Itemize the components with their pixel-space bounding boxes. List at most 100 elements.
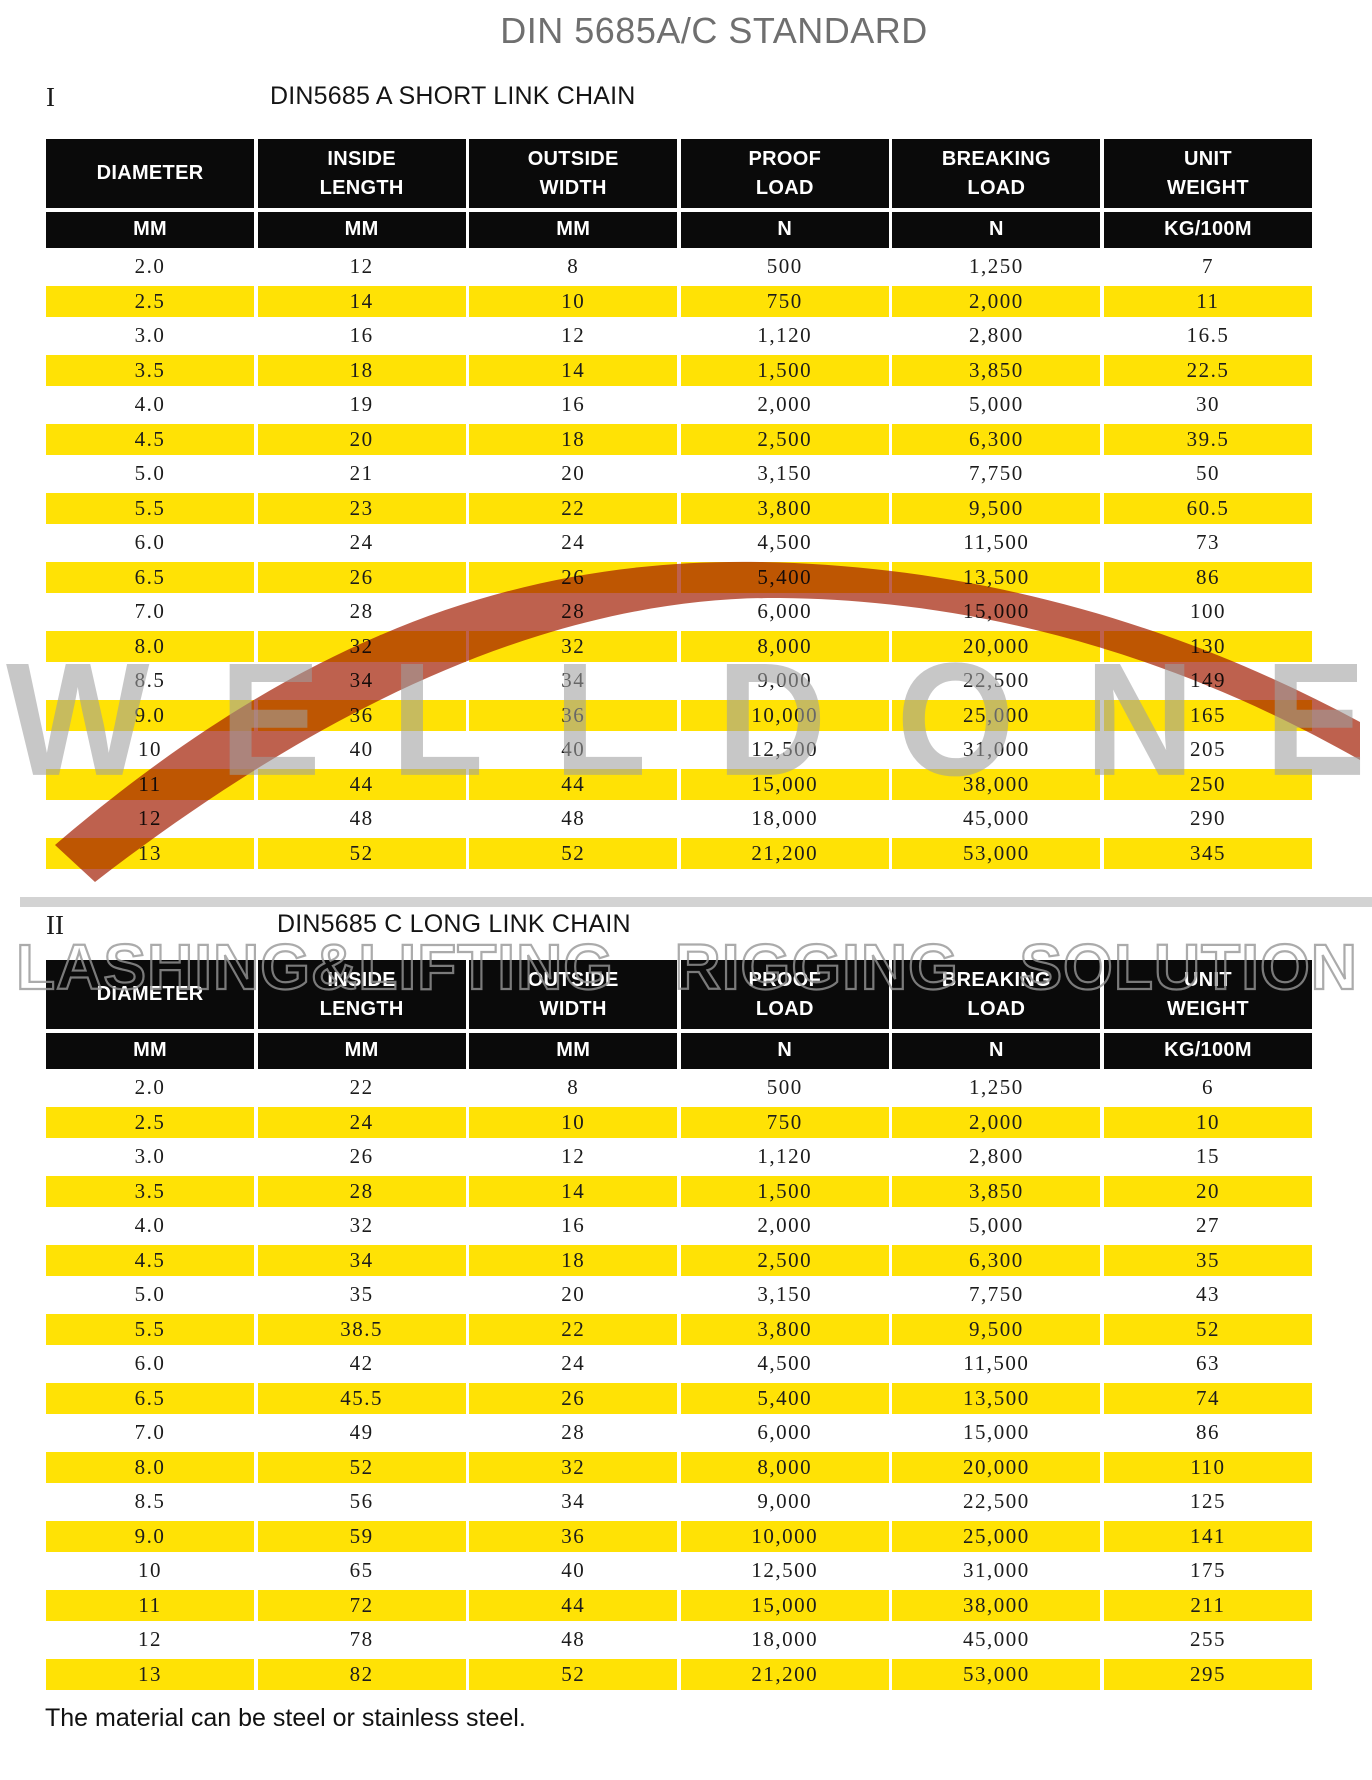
table-cell: 12 — [469, 320, 678, 351]
table-cell: 15,000 — [680, 1589, 889, 1621]
table-cell: 13 — [46, 837, 255, 869]
table-cell: 26 — [469, 1382, 678, 1414]
table-cell: 1,120 — [680, 320, 889, 351]
table-cell: 149 — [1103, 665, 1312, 696]
table-cell: 63 — [1103, 1348, 1312, 1379]
table-cell: 32 — [257, 630, 466, 662]
table-cell: 10 — [469, 1106, 678, 1138]
table-cell: 10 — [1103, 1106, 1312, 1138]
table-cell: 9,500 — [892, 1313, 1101, 1345]
table-cell: 7,750 — [892, 458, 1101, 489]
table-cell: 6.0 — [46, 1348, 255, 1379]
table-cell: 6.5 — [46, 561, 255, 593]
table-cell: 59 — [257, 1520, 466, 1552]
column-unit: N — [892, 211, 1101, 248]
column-unit: KG/100M — [1103, 1032, 1312, 1069]
table-cell: 7.0 — [46, 596, 255, 627]
page-title: DIN 5685A/C STANDARD — [500, 10, 928, 51]
column-header: DIAMETER — [46, 960, 255, 1029]
column-unit: MM — [257, 1032, 466, 1069]
table-cell: 73 — [1103, 527, 1312, 558]
column-header: INSIDE LENGTH — [257, 139, 466, 208]
table-cell: 44 — [469, 1589, 678, 1621]
section-2-numeral: II — [46, 910, 64, 940]
table-cell: 11 — [46, 1589, 255, 1621]
table-cell: 19 — [257, 389, 466, 420]
table-cell: 39.5 — [1103, 423, 1312, 455]
table-cell: 28 — [257, 596, 466, 627]
column-unit: N — [680, 1032, 889, 1069]
table-cell: 48 — [469, 803, 678, 834]
table-cell: 6,000 — [680, 596, 889, 627]
column-header: BREAKING LOAD — [892, 960, 1101, 1029]
table-cell: 24 — [257, 1106, 466, 1138]
table-cell: 12,500 — [680, 1555, 889, 1586]
table-cell: 5.0 — [46, 1279, 255, 1310]
table-cell: 9,000 — [680, 665, 889, 696]
table-cell: 27 — [1103, 1210, 1312, 1241]
table-cell: 12 — [46, 1624, 255, 1655]
table-cell: 14 — [469, 1175, 678, 1207]
table-cell: 5.5 — [46, 492, 255, 524]
table-cell: 36 — [257, 699, 466, 731]
table-cell: 26 — [469, 561, 678, 593]
table-cell: 3.5 — [46, 1175, 255, 1207]
table-cell: 5,000 — [892, 1210, 1101, 1241]
table-cell: 14 — [257, 285, 466, 317]
table-cell: 20 — [469, 458, 678, 489]
table-cell: 35 — [257, 1279, 466, 1310]
long-link-chain-table: DIAMETER INSIDE LENGTH OUTSIDE WIDTH PROOF … — [46, 960, 1312, 1690]
column-header: UNIT WEIGHT — [1103, 960, 1312, 1029]
table-cell: 12 — [469, 1141, 678, 1172]
table-cell: 10,000 — [680, 1520, 889, 1552]
table-cell: 2.0 — [46, 1072, 255, 1103]
table-cell: 5,000 — [892, 389, 1101, 420]
column-unit: N — [892, 1032, 1101, 1069]
column-header: OUTSIDE WIDTH — [469, 139, 678, 208]
section-2-heading: DIN5685 C LONG LINK CHAIN — [277, 910, 631, 938]
table-cell: 42 — [257, 1348, 466, 1379]
table-cell: 8 — [469, 1072, 678, 1103]
table-cell: 2,000 — [680, 1210, 889, 1241]
table-cell: 20 — [257, 423, 466, 455]
table-cell: 2,800 — [892, 320, 1101, 351]
table-cell: 8 — [469, 251, 678, 282]
table-cell: 15 — [1103, 1141, 1312, 1172]
table-cell: 7 — [1103, 251, 1312, 282]
table-cell: 45.5 — [257, 1382, 466, 1414]
table-cell: 5,400 — [680, 561, 889, 593]
table-cell: 9,500 — [892, 492, 1101, 524]
table-cell: 21,200 — [680, 1658, 889, 1690]
column-header: DIAMETER — [46, 139, 255, 208]
short-link-chain-table: DIAMETER INSIDE LENGTH OUTSIDE WIDTH PROOF … — [46, 139, 1312, 869]
table-cell: 500 — [680, 1072, 889, 1103]
table-cell: 26 — [257, 1141, 466, 1172]
table-cell: 60.5 — [1103, 492, 1312, 524]
table-cell: 211 — [1103, 1589, 1312, 1621]
table-cell: 53,000 — [892, 1658, 1101, 1690]
table-cell: 15,000 — [680, 768, 889, 800]
table-cell: 25,000 — [892, 699, 1101, 731]
table-cell: 22 — [257, 1072, 466, 1103]
column-header: PROOF LOAD — [680, 139, 889, 208]
table-cell: 9.0 — [46, 699, 255, 731]
section-1-numeral: I — [46, 82, 55, 112]
table-cell: 5,400 — [680, 1382, 889, 1414]
table-cell: 750 — [680, 285, 889, 317]
table-cell: 11 — [46, 768, 255, 800]
table-cell: 20 — [1103, 1175, 1312, 1207]
table-cell: 23 — [257, 492, 466, 524]
table-cell: 52 — [469, 837, 678, 869]
table-cell: 5.5 — [46, 1313, 255, 1345]
table-cell: 16 — [469, 1210, 678, 1241]
table-cell: 8.0 — [46, 1451, 255, 1483]
table-cell: 8,000 — [680, 1451, 889, 1483]
table-cell: 7.0 — [46, 1417, 255, 1448]
table-cell: 13,500 — [892, 1382, 1101, 1414]
table-cell: 28 — [469, 1417, 678, 1448]
column-header: UNIT WEIGHT — [1103, 139, 1312, 208]
table-cell: 165 — [1103, 699, 1312, 731]
table-cell: 45,000 — [892, 1624, 1101, 1655]
table-cell: 8.5 — [46, 665, 255, 696]
table-cell: 82 — [257, 1658, 466, 1690]
